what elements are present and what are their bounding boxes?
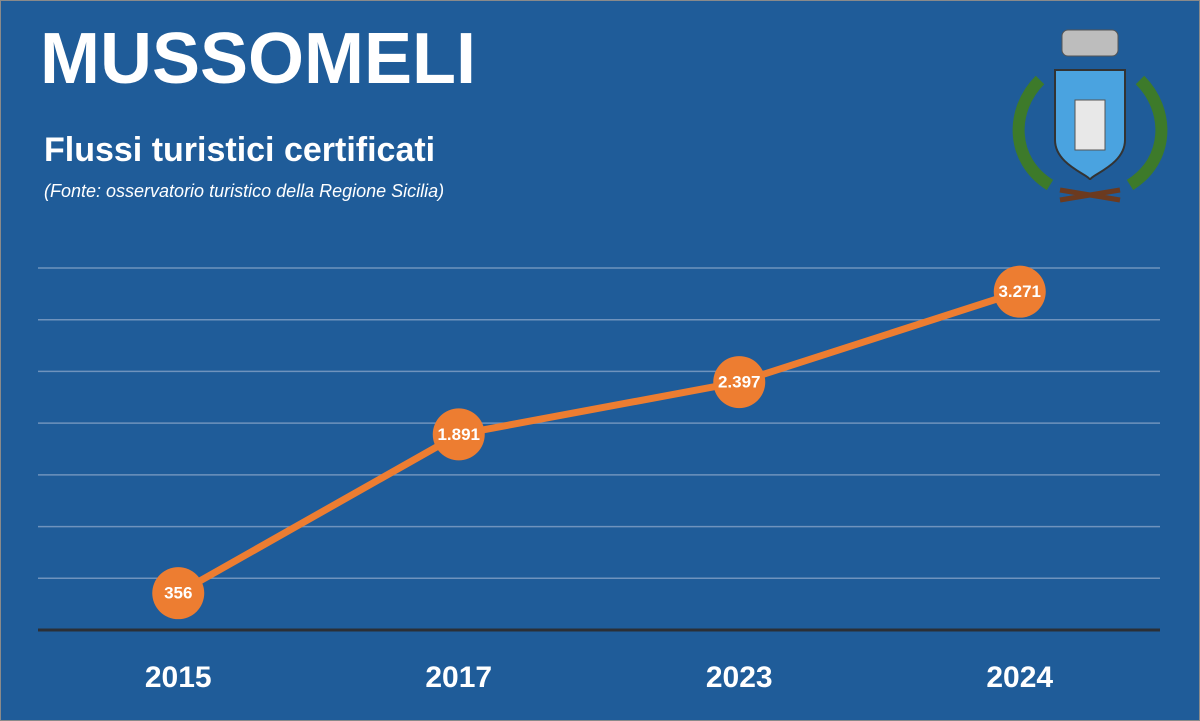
data-label: 356 xyxy=(164,584,192,603)
data-label: 1.891 xyxy=(437,425,480,444)
data-point xyxy=(713,356,766,409)
chart-subtitle: Flussi turistici certificati xyxy=(44,131,435,169)
data-label: 2.397 xyxy=(718,373,761,392)
data-line xyxy=(176,288,1021,597)
data-point xyxy=(993,265,1046,318)
coat-of-arms xyxy=(1012,29,1168,203)
x-tick-label: 2024 xyxy=(986,661,1053,694)
data-point xyxy=(152,567,205,620)
x-tick-label: 2015 xyxy=(145,661,212,694)
data-point xyxy=(432,408,485,461)
chart-source: (Fonte: osservatorio turistico della Reg… xyxy=(44,181,444,201)
x-tick-label: 2023 xyxy=(706,661,773,694)
x-tick-label: 2017 xyxy=(425,661,492,694)
data-label: 3.271 xyxy=(998,282,1041,301)
chart-title: MUSSOMELI xyxy=(40,19,476,99)
